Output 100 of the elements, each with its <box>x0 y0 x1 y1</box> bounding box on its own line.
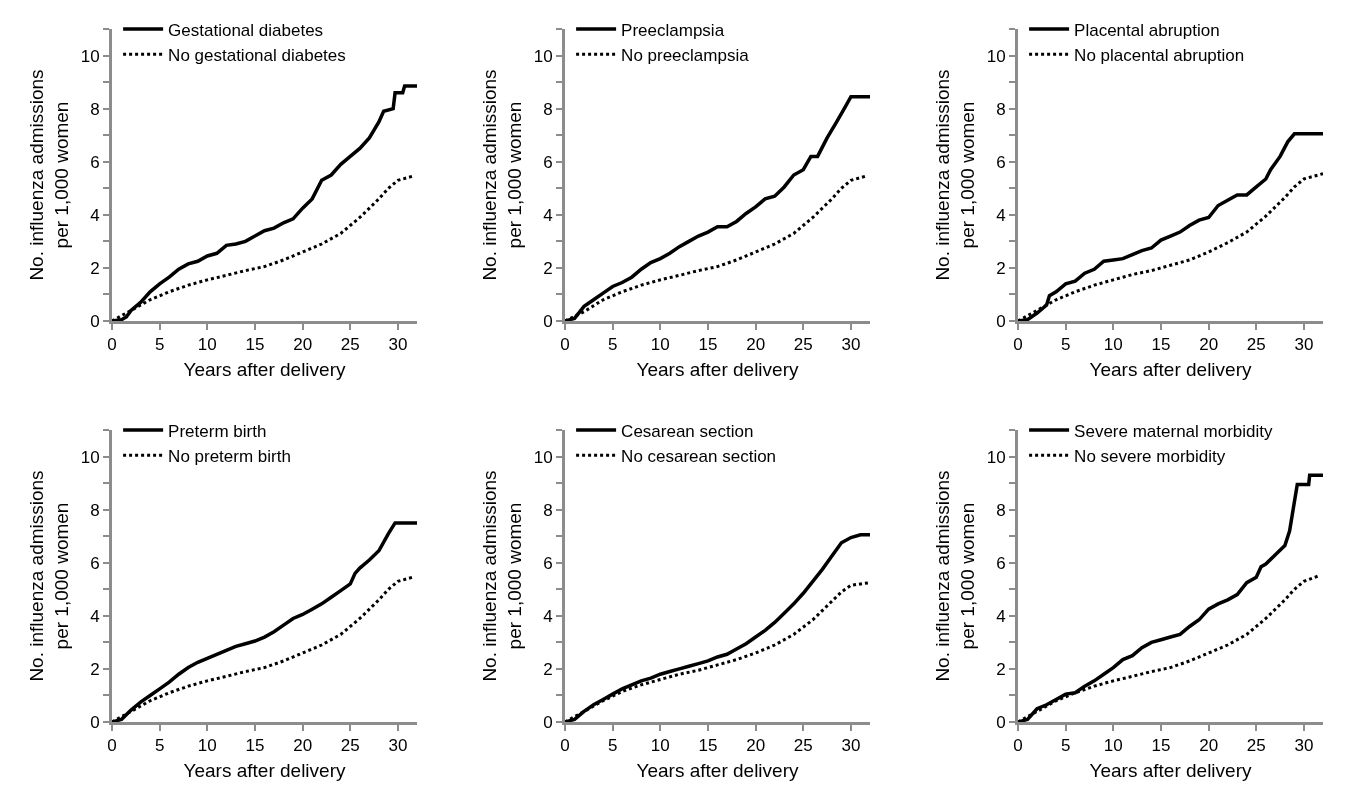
x-tick-label: 0 <box>560 736 570 756</box>
legend-label: Placental abruption <box>1074 20 1220 40</box>
x-tick-label: 25 <box>793 736 813 756</box>
x-tick-label: 20 <box>293 335 313 355</box>
y-tick-label: 2 <box>543 258 553 278</box>
y-axis-title: No. influenza admissions per 1,000 women <box>25 470 72 682</box>
y-tick-label: 10 <box>533 447 553 467</box>
y-tick-label: 10 <box>533 46 553 66</box>
x-axis-title: Years after delivery <box>636 359 799 381</box>
y-tick-label: 8 <box>996 99 1006 119</box>
x-tick-label: 30 <box>388 335 408 355</box>
x-tick-label: 20 <box>293 736 313 756</box>
y-tick-label: 0 <box>543 311 553 331</box>
x-tick-label: 30 <box>841 335 861 355</box>
y-tick-label: 4 <box>996 606 1006 626</box>
x-tick-label: 25 <box>793 335 813 355</box>
legend-label: Severe maternal morbidity <box>1074 421 1274 441</box>
y-tick-label: 2 <box>996 659 1006 679</box>
x-tick-label: 5 <box>607 335 618 355</box>
x-tick-label: 15 <box>698 335 718 355</box>
x-tick-label: 5 <box>607 736 618 756</box>
x-tick-label: 0 <box>1013 335 1023 355</box>
x-tick-label: 30 <box>841 736 861 756</box>
y-tick-label: 8 <box>90 99 100 119</box>
x-tick-label: 5 <box>1060 736 1071 756</box>
legend-label: No gestational diabetes <box>168 45 346 65</box>
y-tick-label: 0 <box>543 712 553 732</box>
x-tick-label: 10 <box>650 736 670 756</box>
x-tick-label: 30 <box>1294 335 1314 355</box>
legend-label: No placental abruption <box>1074 45 1245 65</box>
x-tick-label: 30 <box>1294 736 1314 756</box>
x-tick-label: 20 <box>1199 736 1219 756</box>
legend-label: Gestational diabetes <box>168 20 324 40</box>
y-tick-label: 4 <box>90 205 100 225</box>
x-tick-label: 25 <box>1246 736 1266 756</box>
legend-label: No preterm birth <box>168 446 291 466</box>
y-tick-label: 8 <box>996 500 1006 520</box>
x-tick-label: 25 <box>1246 335 1266 355</box>
x-tick-label: 10 <box>197 736 217 756</box>
y-tick-label: 8 <box>543 500 553 520</box>
x-tick-label: 0 <box>1013 736 1023 756</box>
x-tick-label: 20 <box>746 335 766 355</box>
x-tick-label: 5 <box>1060 335 1071 355</box>
legend-label: No preeclampsia <box>621 45 750 65</box>
x-axis-title: Years after delivery <box>183 760 346 782</box>
y-tick-label: 4 <box>90 606 100 626</box>
y-tick-label: 0 <box>996 311 1006 331</box>
y-tick-label: 0 <box>90 311 100 331</box>
x-tick-label: 0 <box>560 335 570 355</box>
x-axis-title: Years after delivery <box>183 359 346 381</box>
y-tick-label: 4 <box>996 205 1006 225</box>
y-axis-title: No. influenza admissions per 1,000 women <box>931 470 978 682</box>
y-tick-label: 4 <box>543 205 553 225</box>
y-tick-label: 0 <box>996 712 1006 732</box>
y-tick-label: 2 <box>543 659 553 679</box>
x-tick-label: 25 <box>340 335 360 355</box>
x-tick-label: 15 <box>1151 736 1171 756</box>
x-tick-label: 20 <box>1199 335 1219 355</box>
y-tick-label: 8 <box>90 500 100 520</box>
x-tick-label: 5 <box>154 736 165 756</box>
y-tick-label: 2 <box>90 258 100 278</box>
x-tick-label: 20 <box>746 736 766 756</box>
y-tick-label: 6 <box>996 152 1006 172</box>
x-tick-label: 25 <box>340 736 360 756</box>
legend-label: Preterm birth <box>168 421 267 441</box>
y-tick-label: 10 <box>80 447 100 467</box>
y-tick-label: 2 <box>90 659 100 679</box>
x-tick-label: 5 <box>154 335 165 355</box>
x-axis-title: Years after delivery <box>1089 359 1252 381</box>
y-tick-label: 10 <box>986 447 1006 467</box>
y-tick-label: 2 <box>996 258 1006 278</box>
y-axis-title: No. influenza admissions per 1,000 women <box>478 470 525 682</box>
y-tick-label: 6 <box>543 553 553 573</box>
x-tick-label: 30 <box>388 736 408 756</box>
legend-label: Preeclampsia <box>621 20 725 40</box>
y-axis-title: No. influenza admissions per 1,000 women <box>478 69 525 281</box>
x-axis-title: Years after delivery <box>1089 760 1252 782</box>
x-tick-label: 15 <box>698 736 718 756</box>
legend-label: No cesarean section <box>621 446 777 466</box>
x-tick-label: 10 <box>650 335 670 355</box>
x-tick-label: 0 <box>107 736 117 756</box>
x-tick-label: 15 <box>1151 335 1171 355</box>
legend-label: No severe morbidity <box>1074 446 1226 466</box>
x-tick-label: 10 <box>1103 335 1123 355</box>
x-tick-label: 15 <box>245 736 265 756</box>
y-tick-label: 8 <box>543 99 553 119</box>
x-tick-label: 15 <box>245 335 265 355</box>
y-tick-label: 10 <box>80 46 100 66</box>
y-tick-label: 0 <box>90 712 100 732</box>
x-tick-label: 10 <box>1103 736 1123 756</box>
y-tick-label: 6 <box>543 152 553 172</box>
y-tick-label: 4 <box>543 606 553 626</box>
y-tick-label: 6 <box>90 152 100 172</box>
y-tick-label: 6 <box>90 553 100 573</box>
legend-label: Cesarean section <box>621 421 754 441</box>
x-axis-title: Years after delivery <box>636 760 799 782</box>
y-tick-label: 6 <box>996 553 1006 573</box>
y-axis-title: No. influenza admissions per 1,000 women <box>931 69 978 281</box>
x-tick-label: 10 <box>197 335 217 355</box>
y-tick-label: 10 <box>986 46 1006 66</box>
